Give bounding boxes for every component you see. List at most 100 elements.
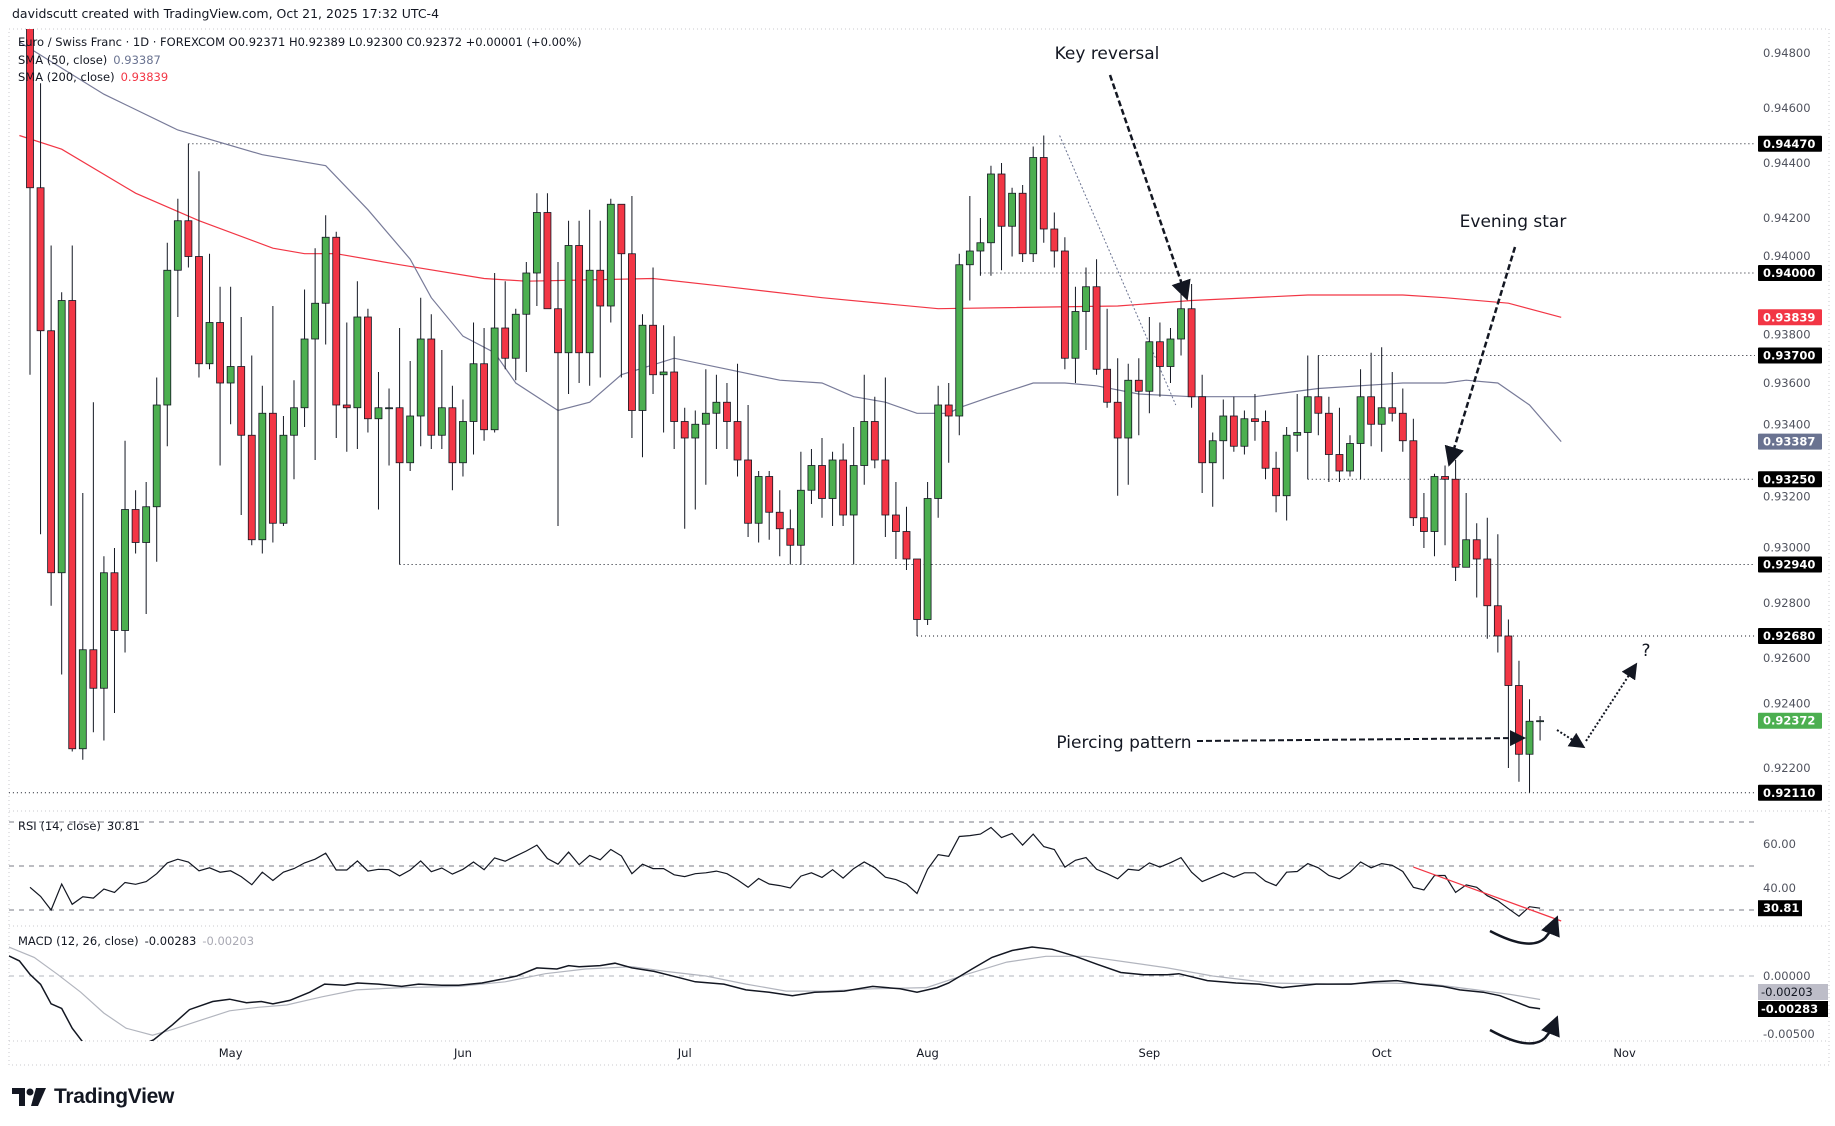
candle-body [311, 302, 320, 340]
candle [237, 317, 246, 515]
projection-arrow [1556, 729, 1586, 749]
candle [765, 471, 774, 540]
candle-body [1483, 558, 1492, 607]
candle [1029, 146, 1038, 262]
candle-body [1187, 308, 1196, 398]
macd-legend[interactable]: MACD (12, 26, close) -0.00283 -0.00203 [18, 934, 254, 948]
candle-body [1367, 396, 1376, 425]
candle [1398, 388, 1407, 452]
candle [997, 163, 1006, 271]
candle [1198, 374, 1207, 493]
candle [723, 383, 731, 449]
candle [36, 83, 45, 535]
candle [913, 558, 921, 636]
price-plot [9, 29, 1755, 794]
candle-body [342, 404, 351, 409]
tradingview-logo[interactable]: TradingView [12, 1085, 174, 1109]
candle [554, 262, 562, 526]
macd-legend-value: -0.00283 [144, 934, 197, 948]
candle [184, 143, 193, 268]
macd-plot [9, 946, 1755, 1041]
candle-body [1462, 539, 1471, 568]
candle [1251, 394, 1259, 441]
candle [1060, 237, 1069, 370]
sma50-legend[interactable]: SMA (50, close) 0.93387 [18, 53, 161, 67]
time-axis-tick: Oct [1372, 1046, 1392, 1060]
candle [311, 248, 320, 460]
candle [680, 407, 689, 529]
candle-body [796, 489, 805, 546]
candle-body [913, 558, 921, 620]
price-axis-tick: 0.93600 [1763, 376, 1811, 390]
candle-body [1314, 396, 1323, 414]
candle [1441, 465, 1449, 546]
chart-frame [8, 28, 1830, 1066]
candle [807, 449, 816, 504]
candle-body [1082, 286, 1090, 312]
rsi-legend[interactable]: RSI (14, close) 30.81 [18, 819, 140, 833]
candle-body [36, 187, 45, 332]
candle-body [1029, 157, 1038, 255]
candle-body [944, 404, 953, 417]
candle [1039, 135, 1048, 243]
chart-credit: davidscutt created with TradingView.com,… [12, 6, 440, 21]
candle-body [1377, 407, 1386, 425]
price-axis-tick: 0.93200 [1763, 489, 1811, 503]
last-price-label-bg [1758, 712, 1822, 729]
time-axis-tick: Aug [916, 1046, 938, 1060]
candle-body [818, 465, 826, 499]
candle [258, 385, 267, 554]
candle-body [870, 421, 879, 461]
candle-body [1219, 415, 1228, 442]
candle [1082, 267, 1090, 350]
candle [892, 482, 900, 559]
candle [1177, 289, 1185, 356]
candle [1018, 185, 1027, 262]
sma50-price-label: 0.93387 [1763, 435, 1815, 449]
evening-star-arrow [1444, 246, 1517, 467]
candle-body [522, 272, 531, 315]
price-axis-tick: 0.92800 [1763, 596, 1811, 610]
candle [448, 385, 457, 491]
level-price-label: 0.92940 [1763, 558, 1815, 572]
sma200-legend-value: 0.93839 [120, 70, 169, 84]
candle-body [1229, 415, 1238, 447]
candle [100, 556, 108, 741]
candle-body [997, 173, 1006, 227]
candle-body [532, 212, 541, 274]
time-axis-tick: Jun [453, 1046, 472, 1060]
candle-body [469, 363, 478, 422]
candle-body [1335, 454, 1344, 472]
candle-body [1240, 418, 1249, 447]
rsi-line [29, 826, 1541, 917]
price-axis-tick: 0.93000 [1763, 541, 1811, 555]
candle [374, 372, 383, 510]
candle [1272, 451, 1280, 513]
rsi-legend-value: 30.81 [106, 819, 140, 833]
candle [1134, 358, 1143, 436]
candle [701, 369, 710, 485]
sma200-legend[interactable]: SMA (200, close) 0.93839 [18, 70, 168, 84]
candle-body [480, 363, 488, 431]
candle [1050, 212, 1059, 268]
candle [490, 273, 499, 433]
candle [649, 267, 657, 394]
rsi-last-label-bg [1758, 900, 1802, 917]
candle-body [1261, 421, 1270, 469]
price-pane [9, 29, 1755, 794]
piercing-pattern-arrow [1196, 730, 1526, 747]
candle [78, 493, 87, 760]
candle-body [226, 366, 235, 384]
candle-body [691, 423, 700, 439]
candle [1346, 435, 1354, 477]
candle [670, 336, 679, 449]
candle [955, 253, 964, 436]
candle-body [1536, 720, 1544, 723]
level-price-label-bg [1758, 628, 1822, 644]
macd-signal-label: -0.00203 [1761, 985, 1813, 999]
candle-body [184, 220, 193, 257]
candle [923, 482, 932, 625]
candle-body [427, 338, 436, 436]
candle [881, 377, 890, 537]
